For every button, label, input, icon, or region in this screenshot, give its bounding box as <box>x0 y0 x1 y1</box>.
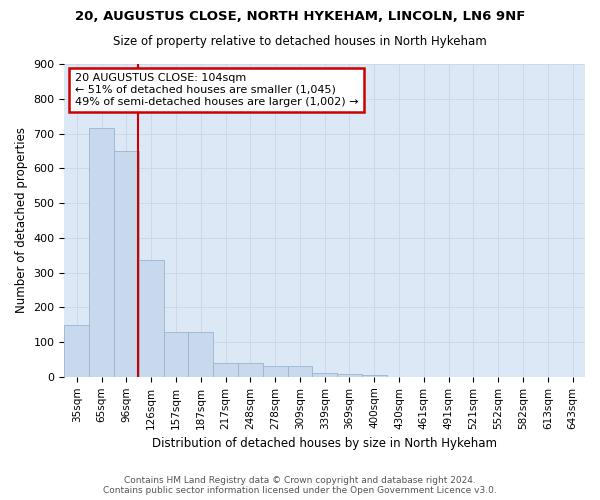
Bar <box>287 366 313 377</box>
Bar <box>213 363 238 377</box>
Bar <box>64 324 89 377</box>
Bar <box>188 332 213 377</box>
Y-axis label: Number of detached properties: Number of detached properties <box>15 128 28 314</box>
Text: Size of property relative to detached houses in North Hykeham: Size of property relative to detached ho… <box>113 35 487 48</box>
Text: Contains HM Land Registry data © Crown copyright and database right 2024.
Contai: Contains HM Land Registry data © Crown c… <box>103 476 497 495</box>
Bar <box>337 374 362 377</box>
Bar <box>238 363 263 377</box>
Bar <box>164 332 188 377</box>
X-axis label: Distribution of detached houses by size in North Hykeham: Distribution of detached houses by size … <box>152 437 497 450</box>
Bar <box>313 374 337 377</box>
Bar <box>263 366 287 377</box>
Bar <box>89 128 114 377</box>
Text: 20 AUGUSTUS CLOSE: 104sqm
← 51% of detached houses are smaller (1,045)
49% of se: 20 AUGUSTUS CLOSE: 104sqm ← 51% of detac… <box>75 74 358 106</box>
Text: 20, AUGUSTUS CLOSE, NORTH HYKEHAM, LINCOLN, LN6 9NF: 20, AUGUSTUS CLOSE, NORTH HYKEHAM, LINCO… <box>75 10 525 23</box>
Bar <box>139 260 164 377</box>
Bar <box>114 151 139 377</box>
Bar <box>362 375 386 377</box>
